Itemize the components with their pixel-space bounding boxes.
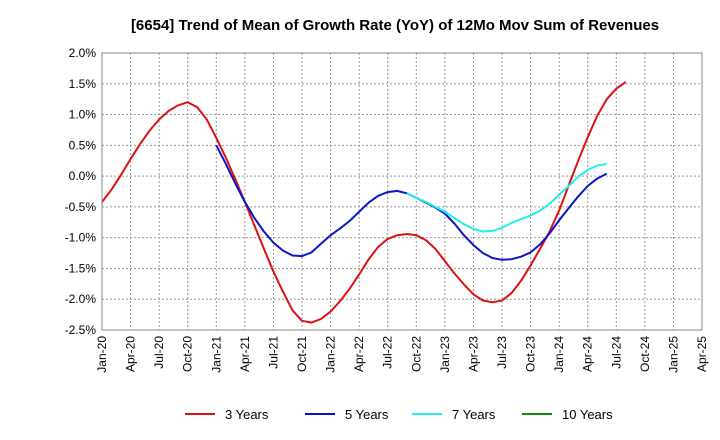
y-tick-label: -1.0% — [65, 231, 97, 245]
series-lines — [101, 81, 627, 324]
legend-label: 7 Years — [452, 407, 496, 422]
x-tick-label: Jul-24 — [609, 336, 623, 369]
x-tick-label: Apr-22 — [352, 336, 366, 372]
y-tick-label: 0.5% — [69, 138, 97, 152]
x-tick-label: Oct-22 — [409, 336, 423, 372]
chart-title: [6654] Trend of Mean of Growth Rate (YoY… — [131, 17, 659, 34]
plot-frame — [101, 52, 703, 331]
x-tick-label: Jul-20 — [152, 336, 166, 369]
y-tick-label: 2.0% — [69, 46, 97, 60]
y-tick-label: 1.0% — [69, 108, 97, 122]
x-axis-ticks: Jan-20 Apr-20 Jul-20 Oct-20 Jan-21 Apr-21 Jul-… — [95, 336, 709, 373]
x-tick-label: Oct-21 — [295, 336, 309, 372]
legend-label: 3 Years — [225, 407, 269, 422]
legend-item: 10 Years — [522, 407, 613, 422]
series-line-7-years — [406, 162, 607, 233]
legend: 3 Years 5 Years 7 Years 10 Years — [185, 407, 613, 422]
x-tick-label: Jan-22 — [324, 336, 338, 373]
x-tick-label: Jul-22 — [381, 336, 395, 369]
y-tick-label: 1.5% — [69, 77, 97, 91]
x-tick-label: Jan-24 — [552, 336, 566, 373]
x-tick-label: Jan-25 — [666, 336, 680, 373]
x-tick-label: Jul-21 — [266, 336, 280, 369]
legend-label: 10 Years — [562, 407, 613, 422]
x-tick-label: Apr-25 — [695, 336, 709, 372]
x-tick-label: Jan-23 — [438, 336, 452, 373]
x-tick-label: Oct-23 — [524, 336, 538, 372]
x-tick-label: Apr-24 — [581, 336, 595, 372]
y-tick-label: -0.5% — [65, 200, 97, 214]
series-line-3-years — [101, 81, 627, 324]
x-tick-label: Oct-24 — [638, 336, 652, 372]
legend-item: 3 Years — [185, 407, 269, 422]
legend-label: 5 Years — [345, 407, 389, 422]
y-tick-label: -2.5% — [65, 323, 97, 337]
x-tick-label: Apr-23 — [466, 336, 480, 372]
x-tick-label: Apr-20 — [124, 336, 138, 372]
series-line-5-years — [215, 144, 608, 261]
y-axis-ticks: 2.0% 1.5% 1.0% 0.5% 0.0% -0.5% -1.0% -1.5% -2.0%… — [65, 46, 97, 337]
y-tick-label: -2.0% — [65, 292, 97, 306]
y-tick-label: 0.0% — [69, 169, 97, 183]
x-tick-label: Jul-23 — [495, 336, 509, 369]
legend-item: 5 Years — [305, 407, 389, 422]
legend-item: 7 Years — [412, 407, 496, 422]
x-tick-label: Oct-20 — [181, 336, 195, 372]
y-tick-label: -1.5% — [65, 261, 97, 275]
x-tick-label: Apr-21 — [238, 336, 252, 372]
x-tick-label: Jan-20 — [95, 336, 109, 373]
x-tick-label: Jan-21 — [209, 336, 223, 373]
